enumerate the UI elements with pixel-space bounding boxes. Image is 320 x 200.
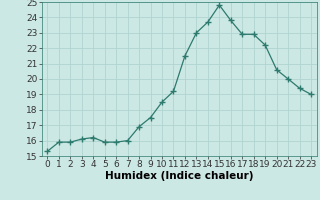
X-axis label: Humidex (Indice chaleur): Humidex (Indice chaleur) — [105, 171, 253, 181]
